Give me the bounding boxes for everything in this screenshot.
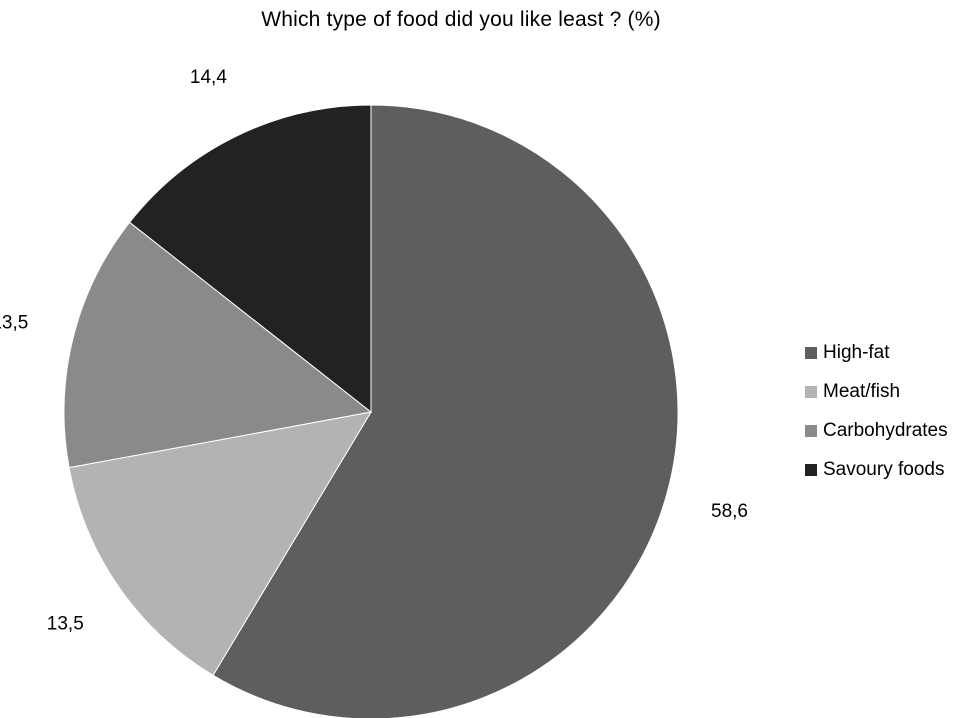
- legend-label: High-fat: [823, 342, 890, 363]
- legend-swatch: [805, 386, 817, 398]
- legend-swatch: [805, 347, 817, 359]
- legend-item-savoury-foods: Savoury foods: [805, 457, 948, 483]
- legend-swatch: [805, 425, 817, 437]
- data-label-carbohydrates: 13,5: [0, 312, 28, 333]
- pie-slice-carbohydrates: [63, 221, 373, 469]
- legend-label: Savoury foods: [823, 459, 945, 480]
- data-label-high-fat: 58,6: [711, 501, 748, 522]
- pie-slice-high-fat: [212, 104, 679, 718]
- chart-title: Which type of food did you like least ? …: [261, 8, 661, 31]
- pie-slice-savoury-foods: [128, 104, 372, 414]
- legend-item-carbohydrates: Carbohydrates: [805, 418, 948, 444]
- data-label-meat-fish: 13,5: [47, 614, 84, 635]
- legend-label: Meat/fish: [823, 381, 901, 402]
- legend-item-high-fat: High-fat: [805, 340, 948, 366]
- slice-labels: 58,6 13,5 13,5 14,4: [0, 67, 748, 635]
- data-label-savoury-foods: 14,4: [190, 67, 227, 88]
- legend-label: Carbohydrates: [823, 420, 948, 441]
- legend: High-fat Meat/fish Carbohydrates Savoury fo…: [805, 340, 948, 496]
- legend-item-meat-fish: Meat/fish: [805, 379, 948, 405]
- pie-slices: [63, 104, 679, 718]
- pie-slice-meat-fish: [68, 411, 372, 676]
- legend-swatch: [805, 464, 817, 476]
